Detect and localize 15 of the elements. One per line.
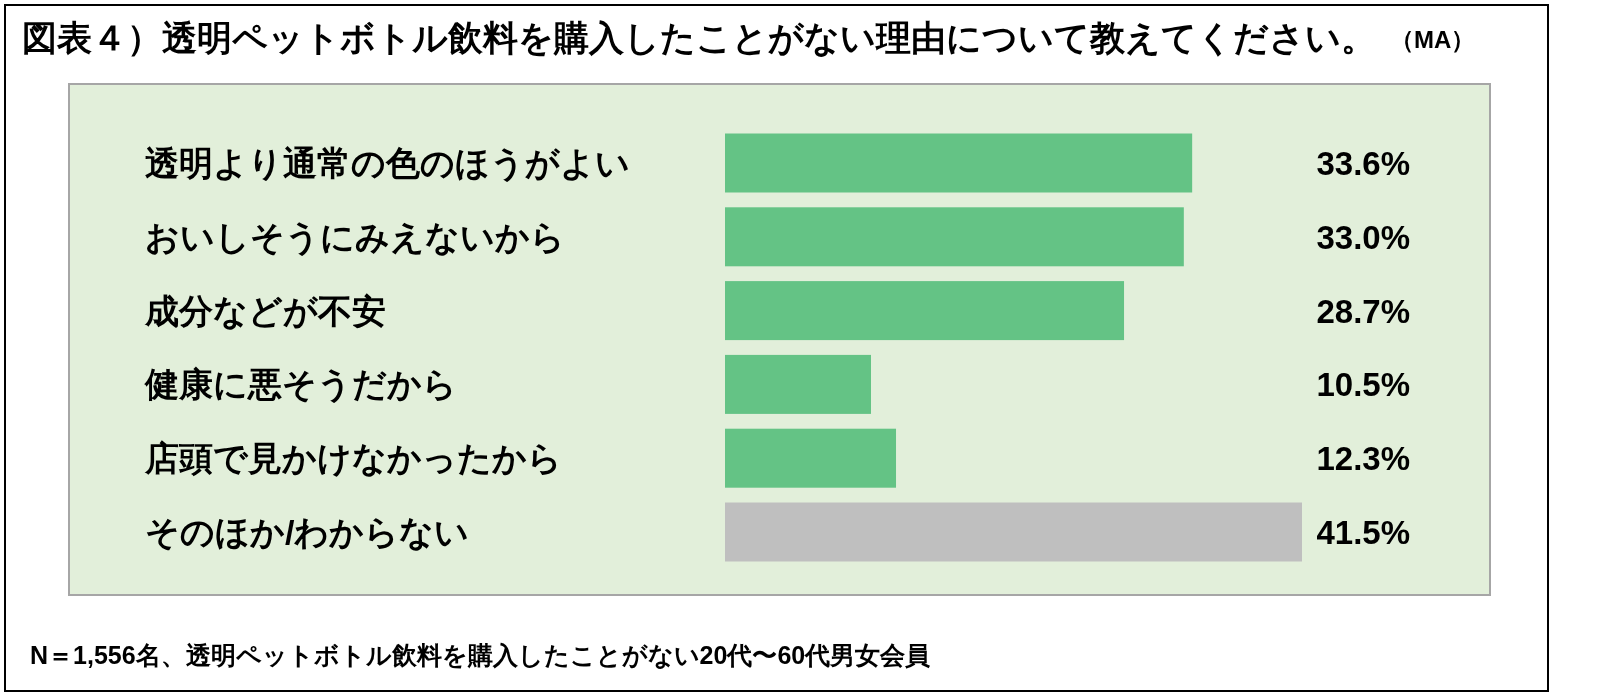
title: 図表４）透明ペットボトル飲料を購入したことがない理由について教えてください。 [22, 18, 1376, 57]
value-label: 12.3% [1316, 440, 1410, 478]
value-label: 10.5% [1316, 366, 1410, 404]
annotation: N＝1,556名、透明ペットボトル飲料を購入したことがない20代〜60代男女会員 [30, 641, 931, 669]
category-label: 透明より通常の色のほうがよい [145, 144, 630, 182]
value-label: 33.0% [1316, 218, 1410, 256]
value-label: 41.5% [1316, 514, 1410, 551]
category-label: 店頭で見かけなかったから [145, 439, 562, 478]
category-label: 成分などが不安 [145, 291, 386, 330]
value-label: 28.7% [1316, 292, 1410, 330]
subtitle: （MA） [1390, 26, 1476, 53]
category-label: 健康に悪そうだから [145, 365, 457, 404]
value-label: 33.6% [1316, 145, 1410, 182]
category-label: そのほか/わからない [145, 513, 470, 551]
category-label: おいしそうにみえないから [145, 217, 565, 256]
